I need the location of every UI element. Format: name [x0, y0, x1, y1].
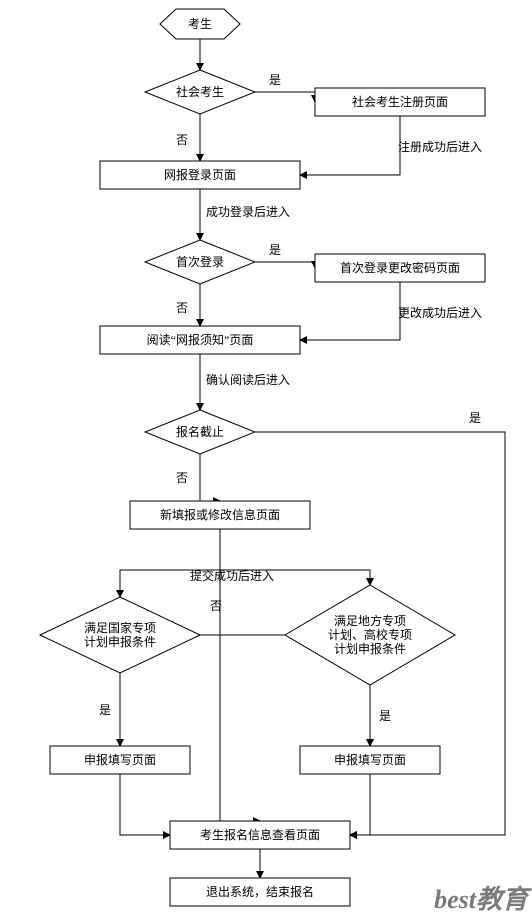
d_local-label-0: 满足地方专项: [334, 613, 406, 628]
p_form_left-label: 申报填写页面: [84, 752, 156, 767]
e_login_first-label: 成功登录后进入: [206, 204, 290, 219]
e_nat_yes-label: 是: [99, 703, 111, 717]
d_social-label: 社会考生: [176, 84, 224, 99]
e_fill_split-label: 提交成功后进入: [190, 568, 274, 583]
d_local-label-1: 计划、高校专项: [328, 627, 412, 642]
e_social_yes-label: 是: [269, 73, 281, 87]
d_national-label-0: 满足国家专项: [84, 620, 156, 635]
e_first_yes-label: 是: [269, 243, 281, 257]
e_deadline_no: [200, 454, 220, 501]
p_register-label: 社会考生注册页面: [352, 94, 448, 109]
e_first_yes: [255, 262, 315, 268]
e_pw_notice-label: 更改成功后进入: [398, 306, 482, 320]
d_national-label-1: 计划申报条件: [84, 634, 156, 649]
p_fill-label: 新填报或修改信息页面: [160, 507, 280, 522]
p_changepw-label: 首次登录更改密码页面: [340, 260, 460, 275]
e_formleft_view: [120, 774, 170, 835]
e_formright_view: [350, 774, 370, 835]
e_register_login-label: 注册成功后进入: [398, 139, 482, 154]
e_social_yes: [255, 92, 315, 102]
p_login-label: 网报登录页面: [164, 167, 236, 182]
watermark: best教育: [434, 885, 532, 914]
flowchart: 考生社会考生社会考生注册页面网报登录页面首次登录 首次登录更改密码页面阅读“网报须…: [0, 0, 532, 914]
p_form_right-label: 申报填写页面: [334, 752, 406, 767]
p_view-label: 考生报名信息查看页面: [200, 827, 320, 842]
d_firstlogin-label: 首次登录: [176, 254, 224, 269]
e_loc_yes-label: 是: [379, 709, 391, 723]
e_register_login: [300, 116, 400, 175]
e_social_no-label: 否: [176, 133, 188, 147]
e_pw_notice: [300, 282, 400, 340]
p_exit-label: 退出系统，结束报名: [206, 884, 314, 899]
e_center_view: [220, 635, 260, 821]
e_first_no-label: 否: [176, 301, 188, 315]
e_deadline_no-label: 否: [176, 471, 188, 485]
p_notice-label: 阅读“网报须知”页面: [147, 332, 254, 347]
e_notice_deadline-label: 确认阅读后进入: [206, 373, 290, 387]
d_local-label-2: 计划申报条件: [334, 641, 406, 656]
start-label: 考生: [188, 17, 212, 31]
d_deadline-label: 报名截止: [176, 424, 224, 439]
e_deadline_yes-label: 是: [469, 411, 481, 425]
e_nat_no-label: 否: [210, 599, 222, 613]
